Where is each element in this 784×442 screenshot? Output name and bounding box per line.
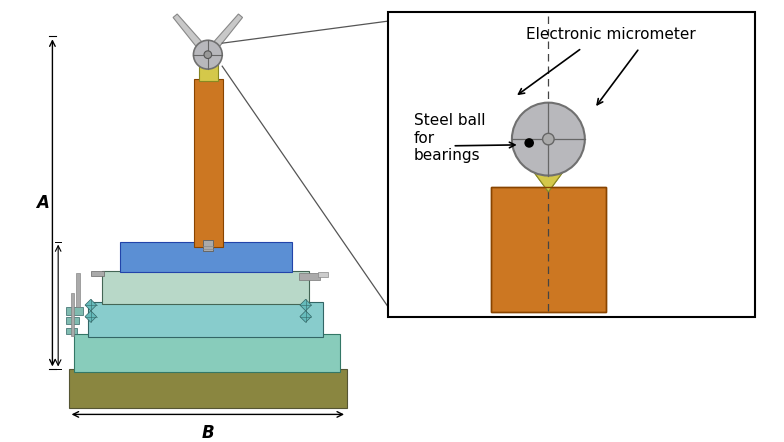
Text: A: A [36, 194, 49, 212]
Bar [388, 11, 755, 316]
Polygon shape [528, 163, 569, 192]
Polygon shape [472, 73, 550, 142]
Text: B: B [201, 424, 214, 442]
Polygon shape [173, 14, 206, 51]
Bar [299, 274, 320, 280]
Bar [120, 242, 292, 272]
Circle shape [512, 103, 585, 175]
Polygon shape [85, 311, 96, 322]
Bar [69, 370, 347, 408]
Text: Steel ball
for
bearings: Steel ball for bearings [414, 113, 485, 163]
Bar [491, 187, 606, 312]
Bar [74, 334, 340, 372]
Bar [66, 307, 83, 315]
Polygon shape [300, 311, 311, 322]
Bar [102, 271, 309, 304]
Polygon shape [210, 14, 242, 51]
Bar [318, 272, 328, 277]
Bar [491, 187, 606, 312]
Bar [66, 328, 78, 334]
Polygon shape [547, 71, 623, 142]
Bar [91, 271, 104, 276]
Circle shape [543, 133, 554, 145]
Bar [66, 316, 79, 324]
Circle shape [194, 40, 222, 69]
Polygon shape [300, 299, 311, 311]
Bar [88, 302, 323, 337]
Polygon shape [528, 163, 569, 192]
Polygon shape [85, 299, 96, 311]
Circle shape [524, 138, 534, 148]
Bar [194, 79, 223, 247]
Bar [76, 274, 80, 307]
Bar [203, 240, 212, 251]
Circle shape [204, 51, 212, 58]
Bar [71, 293, 74, 336]
Bar [199, 63, 219, 80]
Polygon shape [528, 163, 569, 192]
Text: Electronic micrometer: Electronic micrometer [526, 27, 695, 42]
